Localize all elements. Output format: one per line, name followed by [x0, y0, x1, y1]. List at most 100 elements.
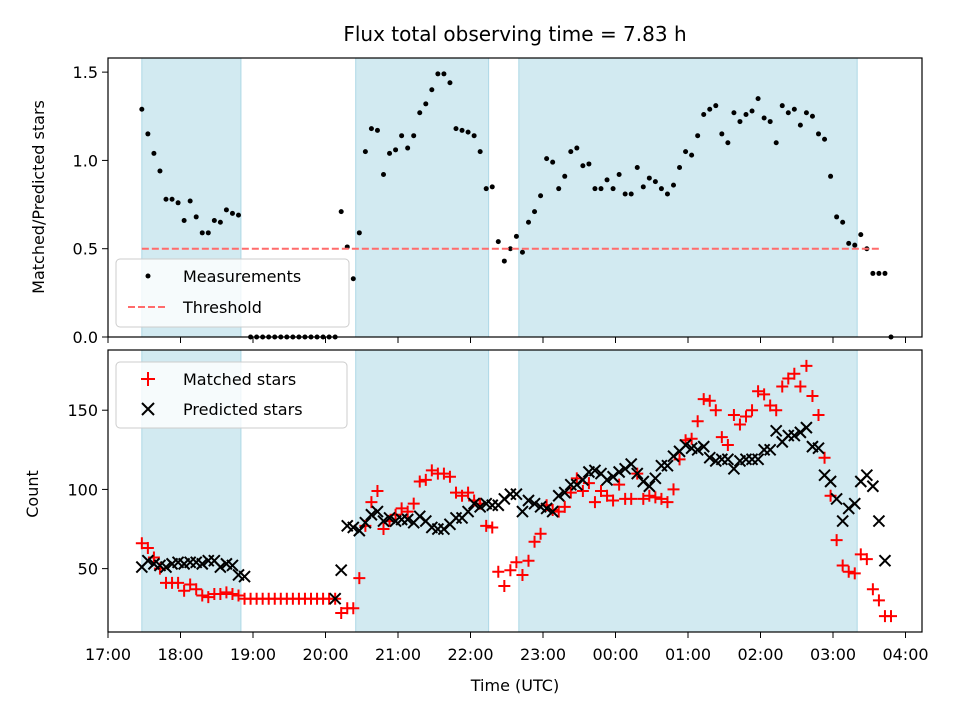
measurement-point: [604, 177, 610, 183]
x-tick-label: 20:00: [302, 645, 348, 664]
measurement-point: [495, 239, 501, 245]
measurement-point: [743, 112, 749, 118]
measurement-point: [652, 179, 658, 185]
matched-star-point: [353, 572, 366, 585]
predicted-star-point: [226, 559, 239, 572]
matched-star-point: [377, 523, 390, 536]
matched-star-point: [764, 399, 777, 412]
measurement-point: [465, 129, 471, 135]
predicted-star-point: [552, 489, 565, 502]
bottom-y-tick-label: 150: [67, 401, 98, 420]
predicted-star-point: [528, 497, 541, 510]
predicted-star-point: [558, 486, 571, 499]
legend-matched-marker: [141, 372, 155, 386]
predicted-star-point: [661, 459, 674, 472]
measurement-point: [229, 210, 235, 216]
measurement-point: [767, 119, 773, 125]
bottom-legend: Matched stars Predicted stars: [115, 361, 348, 429]
measurement-point: [882, 270, 888, 276]
measurement-point: [399, 133, 405, 139]
matched-star-point: [365, 496, 378, 509]
measurement-point: [362, 149, 368, 155]
measurement-point: [568, 149, 574, 155]
measurement-point: [223, 207, 229, 213]
measurement-point: [562, 173, 568, 179]
matched-star-point: [510, 556, 523, 569]
predicted-star-point: [335, 564, 348, 577]
measurement-point: [477, 149, 483, 155]
x-tick-label: 22:00: [447, 645, 493, 664]
matched-star-point: [697, 393, 710, 406]
measurement-point: [858, 232, 864, 238]
predicted-star-point: [371, 505, 384, 518]
measurement-point: [441, 71, 447, 77]
legend-measurements-label: Measurements: [183, 267, 301, 286]
matched-star-point: [450, 486, 462, 499]
predicted-star-point: [703, 451, 716, 464]
measurement-point: [526, 219, 531, 225]
bottom-y-tick-label: 100: [67, 480, 98, 499]
measurement-point: [411, 133, 417, 139]
bottom-legend-box: [115, 361, 348, 429]
predicted-star-point: [691, 443, 704, 457]
matched-star-point: [486, 521, 499, 534]
predicted-star-point: [697, 440, 710, 453]
predicted-star-point: [788, 429, 801, 442]
matched-star-point: [830, 534, 843, 547]
predicted-star-point: [141, 554, 155, 567]
measurement-point: [592, 186, 598, 192]
measurement-point: [374, 127, 380, 133]
matched-star-point: [770, 404, 783, 417]
measurement-point: [586, 161, 592, 167]
matched-star-point: [135, 537, 148, 550]
measurement-point: [447, 80, 453, 86]
matched-star-point: [172, 576, 185, 589]
predicted-star-point: [159, 560, 173, 574]
matched-star-point: [492, 565, 505, 578]
measurement-point: [453, 126, 459, 132]
predicted-star-point: [612, 465, 626, 479]
measurement-point: [725, 140, 731, 146]
matched-star-point: [703, 394, 716, 407]
matched-star-point: [643, 489, 656, 502]
matched-star-point: [588, 496, 601, 509]
legend-threshold-label: Threshold: [182, 298, 262, 317]
matched-star-point: [395, 502, 408, 515]
measurement-point: [429, 87, 435, 93]
matched-star-point: [637, 492, 650, 505]
measurement-point: [417, 110, 423, 116]
predicted-star-point: [812, 442, 825, 455]
predicted-star-point: [473, 500, 487, 514]
matched-star-point: [516, 568, 529, 581]
measurement-point: [628, 191, 634, 197]
measurement-point: [834, 214, 840, 220]
measurement-point: [677, 164, 683, 170]
matched-star-point: [498, 580, 511, 593]
x-tick-label: 02:00: [737, 645, 783, 664]
predicted-star-point: [631, 467, 644, 480]
measurement-point: [646, 175, 652, 181]
measurement-point: [852, 242, 858, 248]
matched-star-point: [178, 584, 191, 597]
bottom-panel: 50 100 150 17:00 18:00 19:00 20:00 21:00 22:00 23…: [67, 349, 929, 664]
measurement-point: [809, 113, 815, 119]
measurement-point: [749, 108, 755, 114]
bottom-axes-frame: [107, 349, 923, 633]
measurement-point: [151, 150, 157, 156]
legend-measurements-marker: [145, 273, 151, 279]
measurement-point: [658, 186, 664, 192]
matched-star-point: [746, 404, 759, 417]
top-y-tick-label: 1.0: [73, 151, 98, 170]
matched-star-point: [860, 553, 873, 566]
predicted-star-point: [353, 524, 366, 537]
measurement-point: [405, 145, 411, 151]
predicted-star-point: [576, 473, 590, 487]
matched-star-point: [667, 483, 680, 496]
measurement-point: [459, 127, 465, 133]
measurement-point: [393, 147, 399, 153]
matched-star-point: [607, 494, 620, 507]
matched-star-point: [462, 486, 475, 499]
measurement-point: [205, 230, 211, 236]
matched-star-point: [371, 485, 384, 497]
measurement-point: [356, 230, 362, 236]
